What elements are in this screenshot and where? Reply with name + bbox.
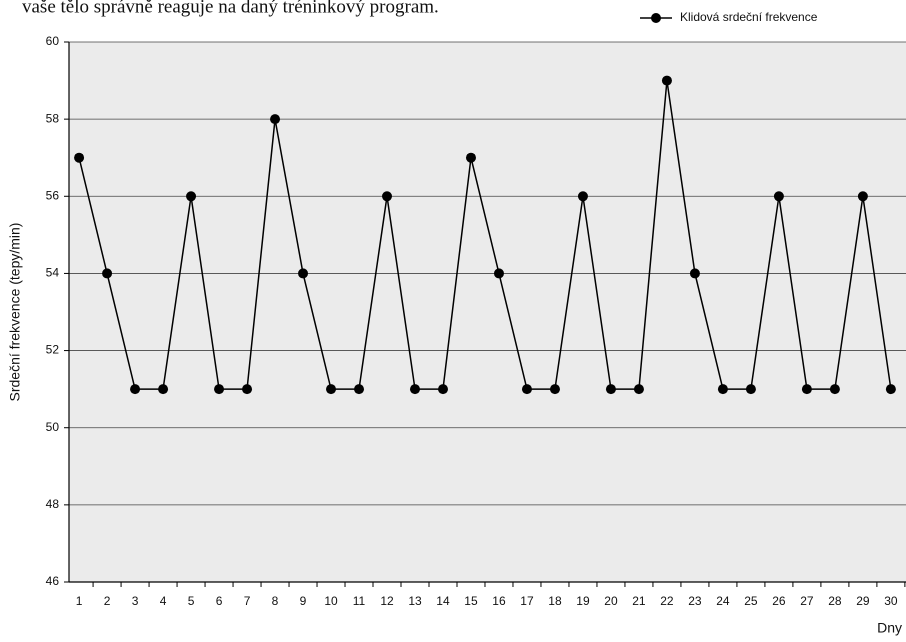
series-line (78, 80, 892, 390)
x-tick-label: 12 (380, 594, 394, 608)
x-tick-label: 16 (492, 594, 506, 608)
x-tick-label: 7 (244, 594, 251, 608)
marker (745, 384, 756, 395)
marker (382, 191, 393, 202)
x-tick-label: 13 (408, 594, 422, 608)
x-tick-label: 2 (104, 594, 111, 608)
marker (465, 152, 476, 163)
x-tick-label: 11 (353, 594, 366, 608)
marker (549, 384, 560, 395)
marker (801, 384, 812, 395)
marker (270, 114, 281, 125)
marker (298, 268, 309, 279)
x-tick-label: 25 (744, 594, 758, 608)
y-tick-label: 54 (46, 266, 60, 280)
marker (437, 384, 448, 395)
x-tick-label: 24 (716, 594, 730, 608)
x-tick-label: 3 (132, 594, 139, 608)
x-tick-label: 14 (436, 594, 450, 608)
y-tick-label: 56 (46, 188, 60, 202)
x-tick-label: 9 (300, 594, 307, 608)
x-tick-label: 29 (856, 594, 870, 608)
marker (74, 152, 85, 163)
x-tick-label: 18 (548, 594, 562, 608)
marker (661, 75, 672, 86)
x-tick-label: 30 (884, 594, 898, 608)
marker (214, 384, 225, 395)
x-tick-label: 20 (604, 594, 618, 608)
legend-marker (651, 13, 661, 23)
marker (326, 384, 337, 395)
y-tick-label: 50 (46, 420, 60, 434)
x-tick-label: 27 (800, 594, 814, 608)
legend-label: Klidová srdeční frekvence (680, 10, 818, 24)
marker (773, 191, 784, 202)
x-tick-label: 23 (688, 594, 702, 608)
x-tick-label: 6 (216, 594, 223, 608)
plot-background (69, 42, 906, 582)
x-tick-label: 5 (188, 594, 195, 608)
y-tick-label: 52 (46, 343, 60, 357)
marker (409, 384, 420, 395)
x-tick-label: 1 (76, 594, 83, 608)
marker (158, 384, 169, 395)
marker (102, 268, 113, 279)
marker (605, 384, 616, 395)
x-tick-label: 17 (520, 594, 534, 608)
y-tick-label: 48 (46, 497, 60, 511)
marker (885, 384, 896, 395)
marker (717, 384, 728, 395)
marker (829, 384, 840, 395)
marker (186, 191, 197, 202)
x-tick-label: 19 (576, 594, 590, 608)
x-tick-label: 8 (272, 594, 279, 608)
x-tick-label: 15 (464, 594, 478, 608)
x-tick-label: 28 (828, 594, 842, 608)
y-tick-label: 60 (46, 34, 60, 48)
marker (857, 191, 868, 202)
marker (242, 384, 253, 395)
marker (689, 268, 700, 279)
x-tick-label: 4 (160, 594, 167, 608)
caption: vaše tělo správně reaguje na daný trénin… (22, 0, 439, 17)
x-tick-label: 22 (660, 594, 674, 608)
marker (521, 384, 532, 395)
y-tick-label: 46 (46, 574, 60, 588)
marker (354, 384, 365, 395)
marker (577, 191, 588, 202)
x-tick-label: 21 (632, 594, 646, 608)
x-tick-label: 10 (324, 594, 338, 608)
x-axis-label: Dny (877, 620, 902, 636)
y-tick-label: 58 (46, 111, 60, 125)
marker (633, 384, 644, 395)
marker (130, 384, 141, 395)
y-axis-label: Srdeční frekvence (tepy/min) (7, 223, 23, 402)
x-tick-label: 26 (772, 594, 786, 608)
marker (493, 268, 504, 279)
